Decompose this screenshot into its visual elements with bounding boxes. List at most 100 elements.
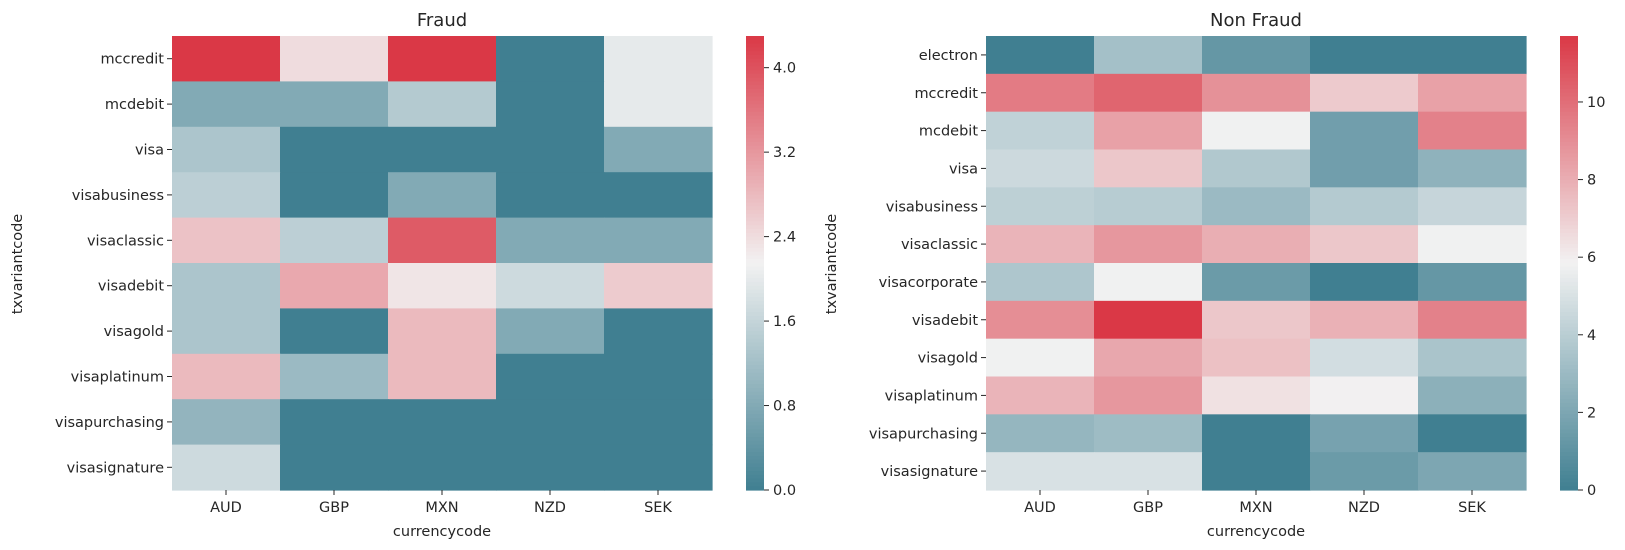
colorbar-segment: [1560, 194, 1578, 200]
colorbar-segment: [746, 365, 764, 370]
heatmap-cell: [1202, 73, 1311, 113]
colorbar-segment: [746, 81, 764, 86]
colorbar-segment: [746, 380, 764, 385]
colorbar-segment: [746, 406, 764, 412]
colorbar-tick-label: 2: [1587, 405, 1596, 421]
colorbar-segment: [1560, 346, 1578, 351]
heatmap-cell: [172, 353, 281, 400]
colorbar-segment: [746, 293, 764, 298]
colorbar-segment: [746, 240, 764, 245]
colorbar-segment: [746, 168, 764, 173]
colorbar-segment: [746, 437, 764, 442]
colorbar-segment: [1560, 293, 1578, 298]
colorbar-segment: [746, 474, 764, 480]
colorbar-segment: [1560, 410, 1578, 415]
colorbar-segment: [746, 141, 764, 147]
y-tick-label: visa: [135, 143, 164, 159]
colorbar-segment: [1560, 380, 1578, 385]
heatmap-cell: [1094, 263, 1203, 302]
heatmap-cell: [1310, 376, 1419, 415]
y-tick-label: visadebit: [98, 279, 164, 295]
colorbar-segment: [1560, 206, 1578, 211]
heatmap-cell: [1418, 111, 1527, 151]
colorbar-segment: [746, 160, 764, 166]
heatmap-cell: [388, 353, 497, 400]
non-fraud-heatmap-panel: Non Fraud AUD GBP MXN NZD SEK electron mccred…: [824, 10, 1605, 540]
heatmap-cell: [1202, 338, 1311, 378]
colorbar-segment: [1560, 376, 1578, 381]
y-tick-label: visaplatinum: [885, 388, 978, 404]
colorbar-segment: [746, 107, 764, 113]
colorbar-segment: [1560, 259, 1578, 264]
colorbar-segment: [746, 285, 764, 291]
y-tick-label: mccredit: [100, 52, 164, 68]
heatmap-cell: [986, 338, 1095, 378]
heatmap-cell: [388, 217, 497, 264]
colorbar-segment: [746, 259, 764, 264]
colorbar-segment: [1560, 119, 1578, 124]
fraud-y-axis-label: txvariantcode: [10, 214, 26, 315]
heatmap-cell: [388, 172, 497, 219]
colorbar-segment: [746, 278, 764, 283]
heatmap-cell: [496, 81, 605, 128]
colorbar-segment: [746, 486, 764, 491]
x-tick-label: MXN: [1239, 500, 1272, 516]
y-tick-label: mccredit: [914, 86, 978, 102]
colorbar-segment: [746, 478, 764, 484]
heatmap-cell: [496, 36, 605, 82]
colorbar-segment: [746, 123, 764, 128]
colorbar-segment: [746, 399, 764, 404]
colorbar-segment: [1560, 81, 1578, 86]
heatmap-cell: [1418, 225, 1527, 264]
heatmap-cell: [388, 81, 497, 128]
colorbar-segment: [746, 100, 764, 105]
colorbar-segment: [1560, 455, 1578, 461]
colorbar-segment: [746, 319, 764, 325]
colorbar-segment: [1560, 440, 1578, 446]
heatmap-cell: [496, 444, 605, 491]
y-tick-label: visa: [949, 161, 978, 177]
colorbar-segment: [1560, 474, 1578, 480]
colorbar-segment: [1560, 51, 1578, 56]
colorbar-segment: [746, 54, 764, 60]
colorbar-segment: [1560, 486, 1578, 491]
heatmap-cell: [1418, 187, 1527, 226]
colorbar-tick-label: 2.4: [773, 230, 796, 246]
colorbar-segment: [1560, 361, 1578, 366]
colorbar-segment: [746, 58, 764, 64]
non-fraud-colorbar: 0 2 4 6 8 10: [1560, 36, 1605, 499]
heatmap-cell: [604, 217, 713, 264]
colorbar-segment: [746, 281, 764, 287]
colorbar-segment: [746, 331, 764, 336]
x-tick-label: NZD: [534, 500, 566, 516]
colorbar-segment: [1560, 365, 1578, 370]
heatmap-cell: [280, 263, 389, 309]
colorbar-segment: [1560, 36, 1578, 41]
y-tick-label: mcdebit: [919, 124, 978, 140]
heatmap-cell: [604, 399, 713, 446]
y-tick-label: mcdebit: [105, 97, 164, 113]
heatmap-cell: [1310, 338, 1419, 378]
heatmap-cell: [280, 399, 389, 446]
heatmap-cell: [496, 263, 605, 309]
colorbar-segment: [1560, 418, 1578, 423]
colorbar-segment: [1560, 100, 1578, 105]
heatmap-cell: [1310, 36, 1419, 75]
heatmap-cell: [1310, 263, 1419, 302]
colorbar-segment: [1560, 327, 1578, 332]
colorbar-segment: [746, 194, 764, 200]
colorbar-segment: [1560, 175, 1578, 181]
heatmap-cell: [172, 444, 281, 491]
colorbar-segment: [746, 119, 764, 124]
colorbar-segment: [746, 43, 764, 48]
colorbar-segment: [746, 334, 764, 340]
heatmap-cell: [1310, 452, 1419, 491]
colorbar-segment: [746, 244, 764, 249]
colorbar-segment: [746, 361, 764, 366]
x-tick-label: GBP: [1133, 500, 1163, 516]
colorbar-segment: [1560, 107, 1578, 113]
heatmap-cell: [1094, 300, 1203, 340]
y-tick-label: visaclassic: [87, 233, 164, 249]
colorbar-segment: [746, 482, 764, 487]
